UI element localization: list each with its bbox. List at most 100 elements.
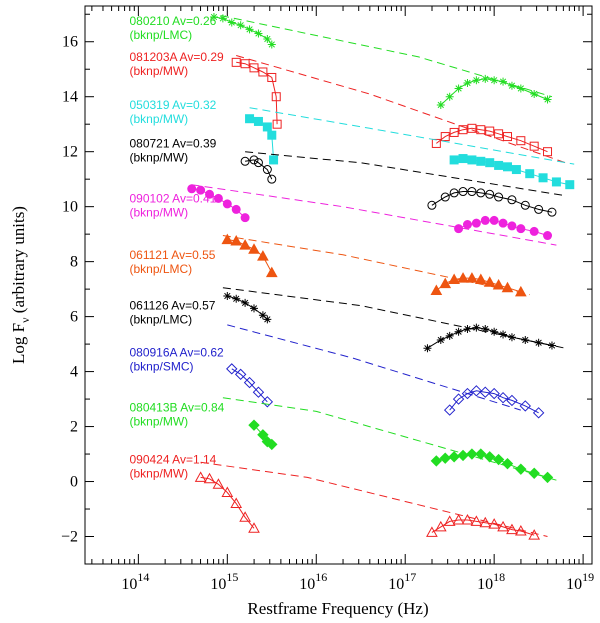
data-point <box>547 207 557 217</box>
data-point <box>506 394 518 407</box>
series-061121 <box>221 233 530 297</box>
data-point <box>436 335 445 344</box>
data-point <box>479 516 492 528</box>
data-point <box>271 92 281 102</box>
data-point <box>261 396 274 408</box>
data-point <box>258 311 267 320</box>
data-point <box>440 192 450 202</box>
series-080721 <box>240 151 566 217</box>
data-point <box>494 160 504 170</box>
data-point <box>516 136 526 146</box>
data-point <box>221 233 234 245</box>
series-label-line2: (bknp/LMC) <box>129 28 192 42</box>
data-point <box>458 187 468 197</box>
x-tick-mantissa: 10 <box>566 576 582 593</box>
data-point <box>272 119 282 129</box>
data-point <box>507 81 516 90</box>
data-point <box>436 100 445 109</box>
data-point <box>471 218 481 228</box>
x-tick-exponent: 19 <box>582 570 594 584</box>
data-point <box>430 455 443 467</box>
opt-fit-line <box>200 476 255 529</box>
series-label-line1: 050319 Av=0.32 <box>129 98 216 112</box>
x-tick-mantissa: 10 <box>210 576 226 593</box>
plot-frame <box>84 5 593 565</box>
data-point <box>481 74 490 83</box>
data-point <box>528 467 540 479</box>
data-point <box>267 174 277 184</box>
data-point <box>240 213 250 223</box>
series-090102 <box>187 184 557 246</box>
y-tick-label: 12 <box>62 144 78 161</box>
series-label-line2: (bknp/MW) <box>129 206 188 220</box>
data-point <box>458 154 468 164</box>
data-point <box>529 226 539 236</box>
data-point <box>230 497 243 509</box>
data-point <box>507 333 516 342</box>
y-tick-label: 0 <box>70 474 78 491</box>
model-dashed-line <box>249 107 575 165</box>
series-layer <box>187 12 575 540</box>
data-point <box>265 266 278 278</box>
data-point <box>440 132 450 142</box>
data-point <box>230 234 243 246</box>
data-point <box>266 438 278 451</box>
data-point <box>490 76 499 85</box>
data-point <box>485 158 495 168</box>
data-point <box>461 387 474 400</box>
data-point <box>245 114 255 124</box>
data-point <box>443 515 456 526</box>
data-point <box>534 338 543 347</box>
data-point <box>541 471 554 484</box>
xray-fit-line <box>431 191 553 213</box>
data-point <box>243 376 256 389</box>
y-axis-label-main: Log F <box>9 323 28 364</box>
model-dashed-line <box>245 151 566 197</box>
xray-fit-line <box>431 519 535 536</box>
data-point <box>466 272 478 283</box>
series-080210 <box>209 12 553 109</box>
series-label-line2: (bknp/MW) <box>129 151 188 165</box>
data-point <box>213 193 223 203</box>
opt-fit-line <box>227 295 268 320</box>
data-point <box>525 169 535 179</box>
series-061126 <box>222 287 566 353</box>
data-point <box>462 220 472 230</box>
series-050319 <box>245 107 575 190</box>
data-point <box>239 511 251 522</box>
data-point <box>231 57 241 67</box>
data-point <box>467 155 477 165</box>
x-tick-labels: 1014 1015 1016 1017 1018 1019 <box>121 570 594 593</box>
y-tick-labels: 16 14 12 10 8 6 4 2 0 −2 <box>61 34 78 546</box>
data-point <box>543 231 553 241</box>
y-tick-label: 6 <box>70 309 78 326</box>
data-point <box>234 368 247 381</box>
x-tick-label: 1017 <box>388 570 416 593</box>
data-point <box>449 188 459 198</box>
data-point <box>222 199 232 209</box>
data-point <box>267 40 276 49</box>
data-point <box>212 478 225 489</box>
data-point <box>231 204 241 214</box>
data-point <box>490 327 499 336</box>
y-tick-label: 10 <box>62 199 78 216</box>
x-tick-mantissa: 10 <box>477 576 493 593</box>
series-label-line2: (bknp/LMC) <box>129 262 192 276</box>
model-dashed-line <box>222 235 530 296</box>
series-081203A <box>231 55 566 164</box>
data-point <box>431 138 441 148</box>
data-point <box>263 34 272 43</box>
data-point <box>519 400 531 412</box>
series-label-line1: 061126 Av=0.57 <box>129 299 215 313</box>
model-dashed-line <box>220 15 553 98</box>
data-point <box>476 156 486 166</box>
y-axis-label-suffix: (arbitrary units) <box>9 206 28 317</box>
data-point <box>501 281 514 293</box>
x-tick-label: 1018 <box>477 570 505 593</box>
data-point <box>472 323 481 332</box>
data-point <box>514 524 527 536</box>
data-point <box>258 67 268 77</box>
x-axis-label: Restframe Frequency (Hz) <box>247 599 428 618</box>
data-point <box>449 155 459 165</box>
